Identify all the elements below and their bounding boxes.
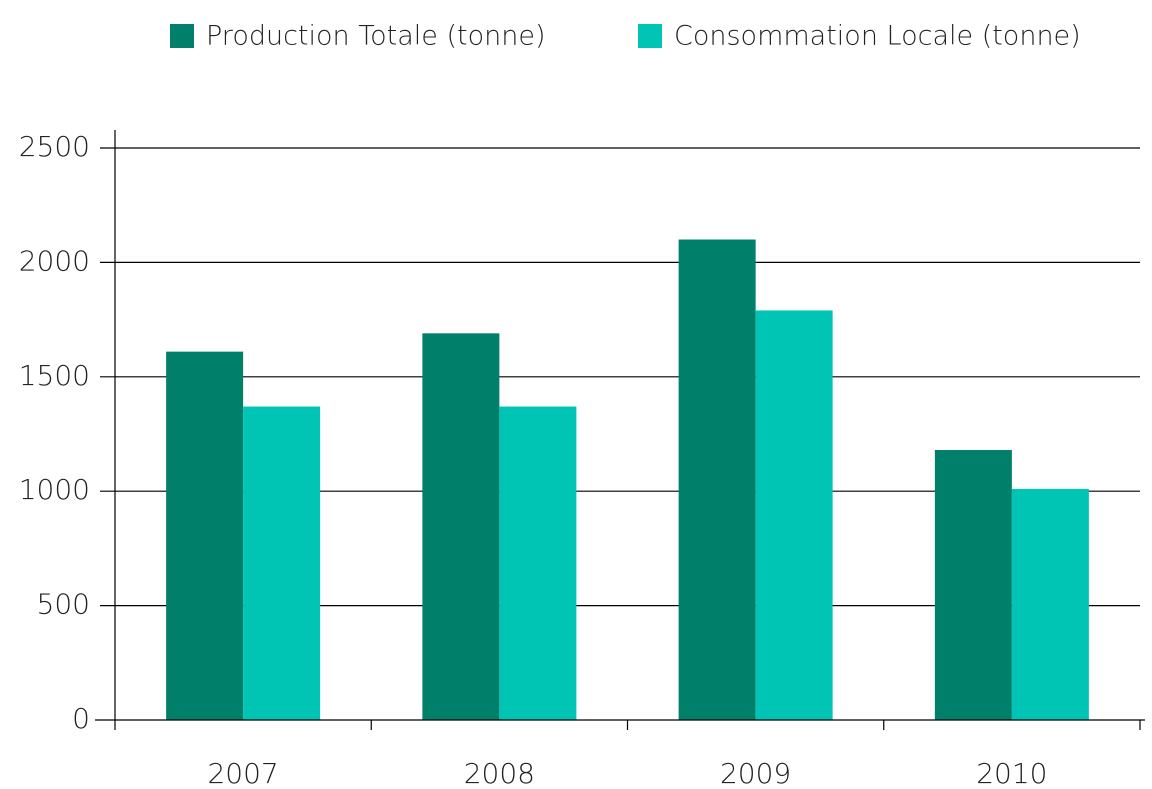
- bar: [934, 450, 1012, 720]
- bar: [499, 406, 577, 720]
- bar: [755, 310, 833, 720]
- x-tick-label: 2008: [464, 757, 535, 789]
- y-tick-label: 500: [37, 588, 90, 621]
- x-tick-label: 2009: [720, 757, 791, 789]
- y-tick-label: 2000: [19, 244, 90, 277]
- x-tick-label: 2007: [207, 757, 278, 789]
- bar: [1011, 488, 1089, 720]
- legend-label: Consommation Locale (tonne): [674, 21, 1081, 52]
- bar: [678, 239, 756, 720]
- bar: [243, 406, 321, 720]
- y-tick-label: 0: [72, 702, 90, 735]
- x-tick-label: 2010: [976, 757, 1047, 789]
- legend-swatch: [170, 24, 194, 48]
- legend-label: Production Totale (tonne): [206, 21, 546, 52]
- y-tick-label: 2500: [19, 130, 90, 163]
- bar: [422, 333, 500, 720]
- y-tick-label: 1000: [19, 473, 90, 506]
- y-tick-label: 1500: [19, 359, 90, 392]
- legend-swatch: [638, 24, 662, 48]
- bar: [166, 351, 244, 720]
